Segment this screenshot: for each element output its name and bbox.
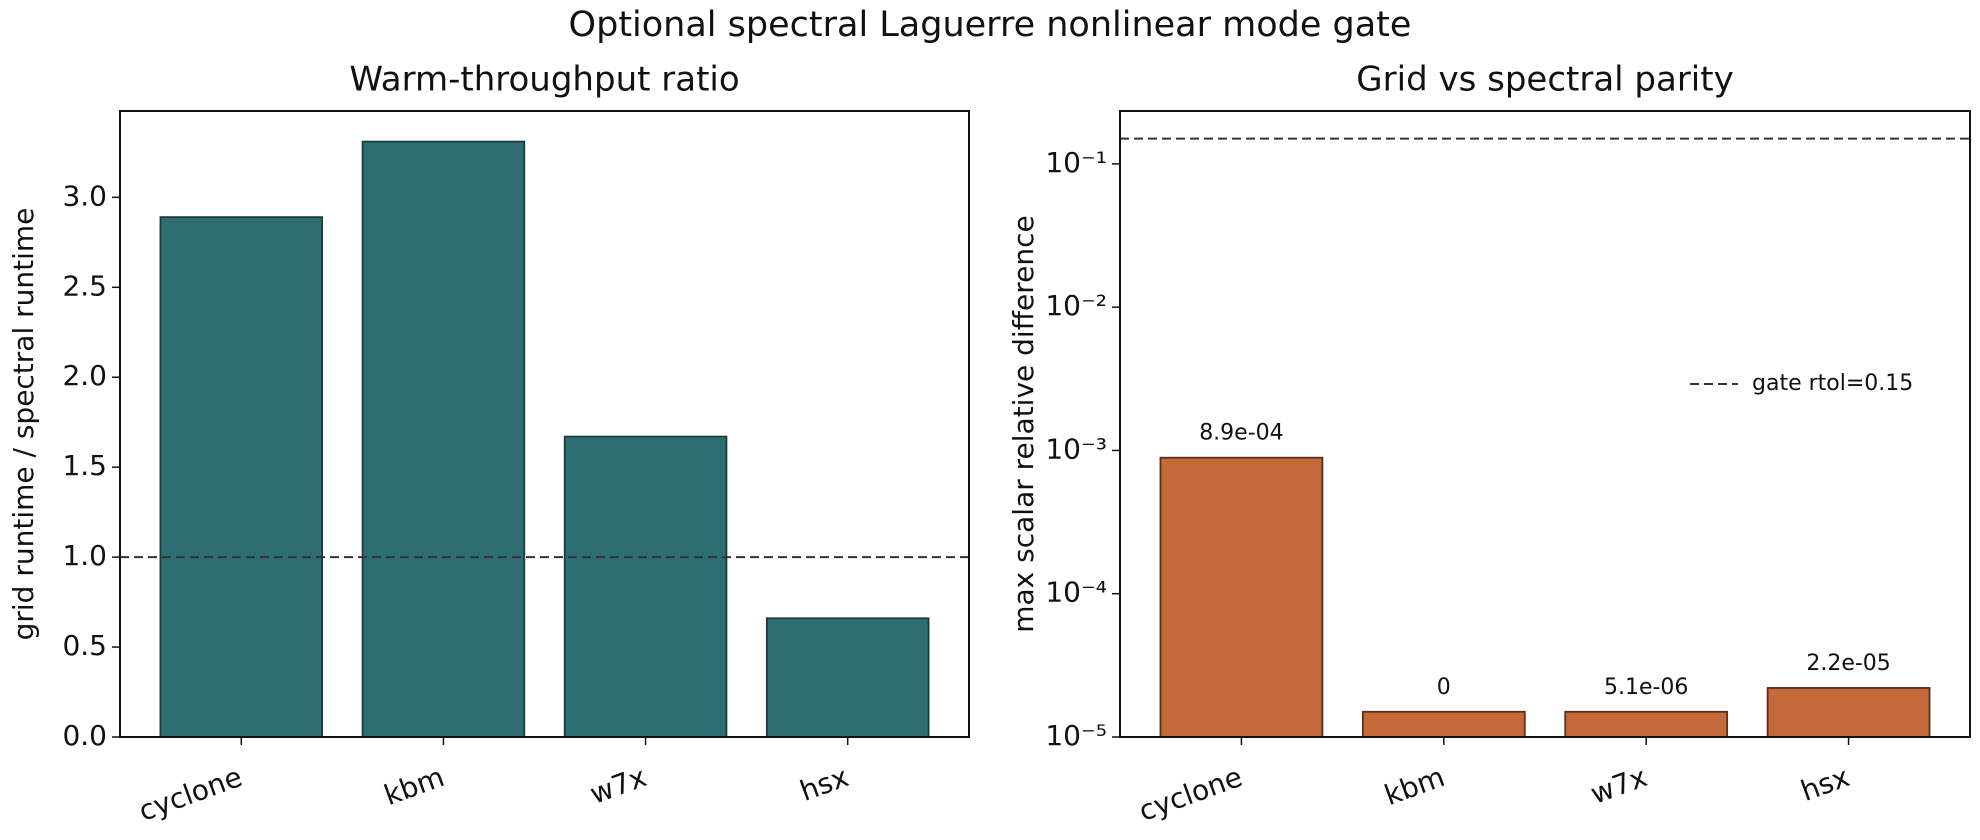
y-tick-label: 10⁻¹ <box>1045 146 1107 179</box>
bar <box>361 140 526 738</box>
data-label: 8.9e-04 <box>1199 421 1283 446</box>
y-tick-label: 10⁻³ <box>1045 432 1107 465</box>
y-tick-label: 10⁻⁵ <box>1045 719 1107 752</box>
y-tick-label: 0.5 <box>62 629 107 662</box>
y-axis-label: max scalar relative difference <box>1007 215 1040 632</box>
x-tick-label: kbm <box>380 760 449 812</box>
x-tick-label: cyclone <box>134 760 246 828</box>
figure-title: Optional spectral Laguerre nonlinear mod… <box>569 5 1412 45</box>
bar <box>159 216 324 738</box>
subplot-title: Grid vs spectral parity <box>1356 60 1733 100</box>
bar <box>563 435 728 738</box>
legend-label: gate rtol=0.15 <box>1752 371 1913 396</box>
x-tick-label: kbm <box>1380 760 1449 812</box>
y-tick-label: 1.0 <box>62 539 107 572</box>
axes-frame <box>1119 110 1971 738</box>
bar <box>1564 710 1729 738</box>
y-tick-label: 3.0 <box>62 179 107 212</box>
x-tick-label: w7x <box>586 760 651 811</box>
x-tick-label: w7x <box>1586 760 1651 811</box>
x-tick-label: cyclone <box>1134 760 1246 828</box>
subplot-title: Warm-throughput ratio <box>349 60 739 100</box>
y-tick-label: 10⁻⁴ <box>1045 576 1107 609</box>
y-tick-label: 1.5 <box>62 449 107 482</box>
bar <box>1159 456 1324 738</box>
y-tick-label: 2.5 <box>62 269 107 302</box>
bar <box>1361 710 1526 738</box>
data-label: 0 <box>1437 675 1451 700</box>
data-label: 2.2e-05 <box>1806 651 1890 676</box>
bar <box>765 617 930 738</box>
bar <box>1766 687 1931 738</box>
axes-frame <box>119 110 970 738</box>
y-tick-label: 2.0 <box>62 359 107 392</box>
y-axis-label: grid runtime / spectral runtime <box>7 208 40 641</box>
x-tick-label: hsx <box>1796 760 1853 808</box>
y-tick-label: 10⁻² <box>1045 289 1107 322</box>
x-tick-label: hsx <box>796 760 853 808</box>
legend: gate rtol=0.15 <box>1690 371 1913 396</box>
data-label: 5.1e-06 <box>1604 675 1688 700</box>
y-tick-label: 0.0 <box>62 719 107 752</box>
